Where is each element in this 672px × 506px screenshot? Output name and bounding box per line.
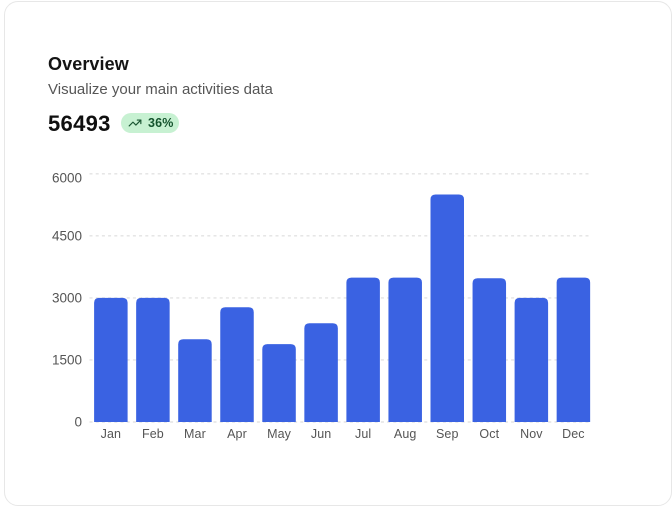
svg-text:Dec: Dec bbox=[562, 427, 585, 441]
svg-text:May: May bbox=[267, 427, 292, 441]
svg-text:6000: 6000 bbox=[52, 171, 82, 186]
svg-text:Aug: Aug bbox=[394, 427, 417, 441]
svg-text:Feb: Feb bbox=[142, 427, 164, 441]
svg-text:Apr: Apr bbox=[227, 427, 247, 441]
svg-text:Jun: Jun bbox=[311, 427, 331, 441]
svg-text:4500: 4500 bbox=[52, 229, 82, 244]
svg-text:Oct: Oct bbox=[479, 427, 499, 441]
svg-text:Sep: Sep bbox=[436, 427, 459, 441]
svg-text:1500: 1500 bbox=[52, 353, 82, 368]
svg-text:0: 0 bbox=[74, 415, 82, 430]
svg-text:3000: 3000 bbox=[52, 291, 82, 306]
svg-text:Mar: Mar bbox=[184, 427, 206, 441]
svg-text:Jan: Jan bbox=[101, 427, 121, 441]
svg-text:Nov: Nov bbox=[520, 427, 543, 441]
svg-text:Jul: Jul bbox=[355, 427, 371, 441]
